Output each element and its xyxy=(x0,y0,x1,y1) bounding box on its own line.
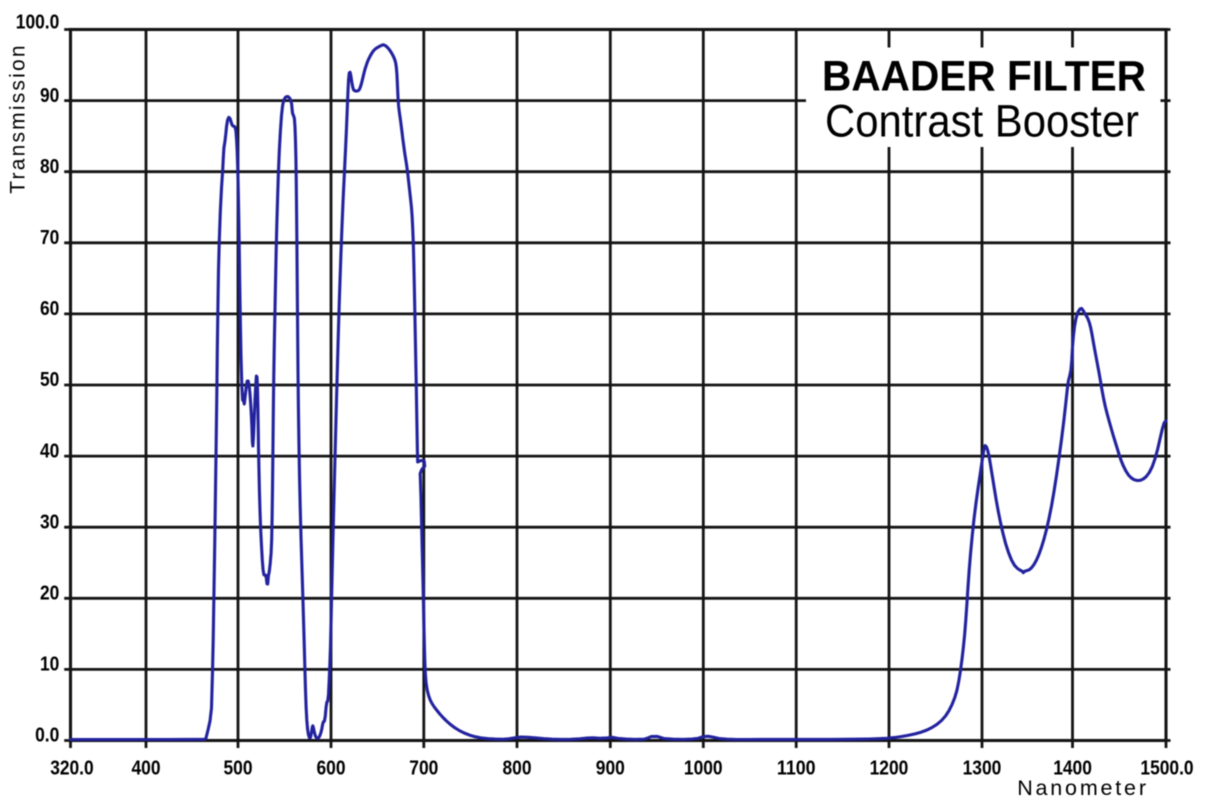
svg-text:Nanometer: Nanometer xyxy=(1017,776,1149,800)
svg-text:70: 70 xyxy=(40,227,59,249)
svg-text:1500.0: 1500.0 xyxy=(1140,758,1193,780)
svg-text:Transmission: Transmission xyxy=(7,43,30,193)
svg-text:90: 90 xyxy=(40,85,59,107)
svg-text:1000: 1000 xyxy=(684,758,723,780)
svg-text:1100: 1100 xyxy=(777,758,816,780)
svg-text:900: 900 xyxy=(596,758,625,780)
svg-text:10: 10 xyxy=(40,654,59,676)
svg-text:320.0: 320.0 xyxy=(50,758,93,780)
svg-text:600: 600 xyxy=(317,758,346,780)
svg-text:700: 700 xyxy=(409,758,438,780)
svg-text:Contrast Booster: Contrast Booster xyxy=(825,96,1139,147)
svg-text:0.0: 0.0 xyxy=(35,725,59,747)
svg-text:30: 30 xyxy=(40,511,59,533)
svg-text:20: 20 xyxy=(40,583,59,605)
svg-text:50: 50 xyxy=(40,369,59,391)
svg-text:60: 60 xyxy=(40,298,59,320)
svg-text:100.0: 100.0 xyxy=(16,12,60,34)
svg-text:1200: 1200 xyxy=(870,758,909,780)
svg-text:80: 80 xyxy=(40,156,59,178)
svg-text:500: 500 xyxy=(224,758,253,780)
svg-text:40: 40 xyxy=(40,440,59,462)
svg-text:800: 800 xyxy=(503,758,532,780)
svg-text:400: 400 xyxy=(132,758,161,780)
svg-text:1400: 1400 xyxy=(1053,758,1092,780)
svg-text:BAADER FILTER: BAADER FILTER xyxy=(822,53,1146,101)
svg-text:1300: 1300 xyxy=(963,758,1002,780)
